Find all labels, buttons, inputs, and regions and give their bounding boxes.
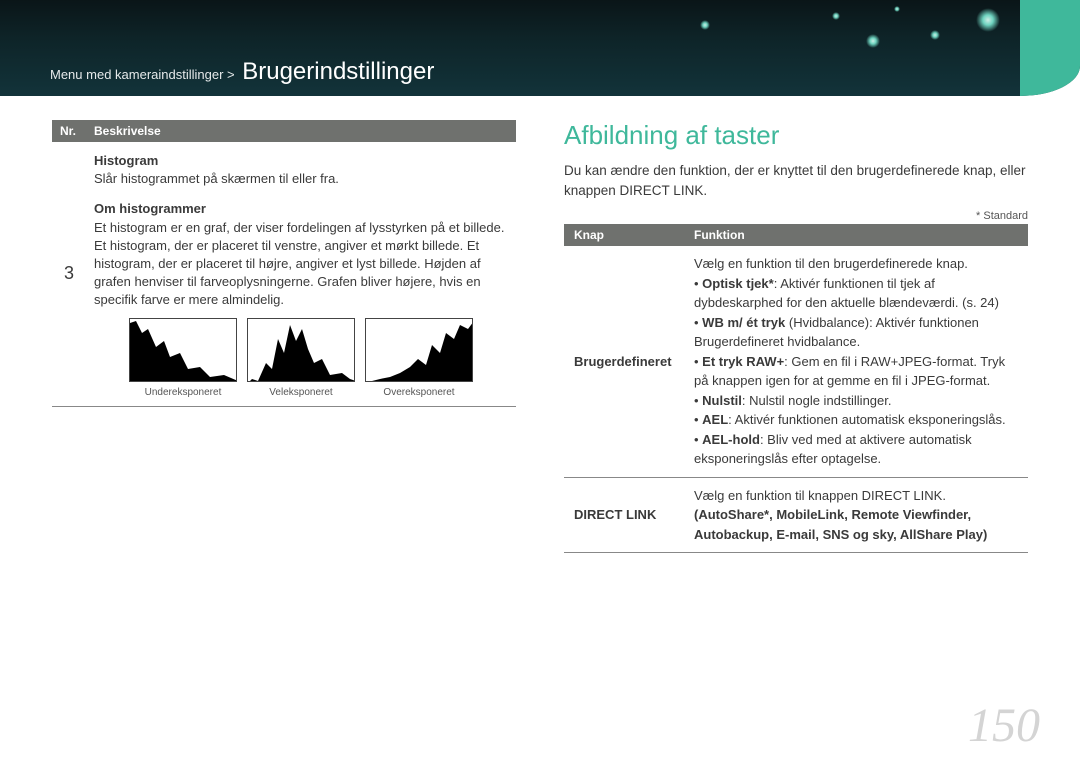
funktion-bold-line: Autobackup, E-mail, SNS og sky, AllShare… — [694, 525, 1018, 545]
histogram-path — [248, 325, 355, 382]
sparkle-icon — [866, 34, 880, 48]
list-item: WB m/ ét tryk (Hvidbalance): Aktivér fun… — [694, 313, 1018, 352]
histogram-under: Undereksponeret — [129, 318, 237, 400]
list-item: Et tryk RAW+: Gem en fil i RAW+JPEG-form… — [694, 352, 1018, 391]
histogram-heading: Histogram — [94, 152, 508, 170]
th-funktion: Funktion — [684, 224, 1028, 246]
table-row: DIRECT LINK Vælg en funktion til knappen … — [564, 477, 1028, 553]
histogram-well: Veleksponeret — [247, 318, 355, 400]
funktion-bold-line: (AutoShare*, MobileLink, Remote Viewfind… — [694, 505, 1018, 525]
knap-cell: DIRECT LINK — [564, 477, 684, 553]
sparkle-icon — [832, 12, 840, 20]
th-knap: Knap — [564, 224, 684, 246]
table-row: 3 Histogram Slår histogrammet på skærmen… — [52, 142, 516, 406]
about-histograms-heading: Om histogrammer — [94, 200, 508, 218]
histogram-label: Veleksponeret — [247, 386, 355, 400]
table-row: Brugerdefineret Vælg en funktion til den … — [564, 246, 1028, 477]
list-item: AEL-hold: Bliv ved med at aktivere autom… — [694, 430, 1018, 469]
histogram-desc: Slår histogrammet på skærmen til eller f… — [94, 171, 339, 186]
funktion-lead: Vælg en funktion til knappen DIRECT LINK… — [694, 486, 1018, 506]
sparkle-icon — [700, 20, 710, 30]
row-body: Histogram Slår histogrammet på skærmen t… — [86, 142, 516, 406]
funktion-cell: Vælg en funktion til knappen DIRECT LINK… — [684, 477, 1028, 553]
th-desc: Beskrivelse — [86, 120, 516, 142]
funktion-list: Optisk tjek*: Aktivér funktionen til tje… — [694, 274, 1018, 469]
page-title: Brugerindstillinger — [242, 58, 434, 85]
right-column: Afbildning af taster Du kan ændre den fu… — [564, 120, 1028, 553]
keymap-table: Knap Funktion Brugerdefineret Vælg en fun… — [564, 224, 1028, 553]
th-nr: Nr. — [52, 120, 86, 142]
histogram-path — [366, 321, 473, 382]
sparkle-icon — [976, 8, 1000, 32]
histogram-label: Undereksponeret — [129, 386, 237, 400]
about-histograms-body: Et histogram er en graf, der viser forde… — [94, 220, 504, 308]
knap-cell: Brugerdefineret — [564, 246, 684, 477]
section-title: Afbildning af taster — [564, 120, 1028, 151]
breadcrumb: Menu med kameraindstillinger > Brugerind… — [50, 58, 434, 86]
list-item: Nulstil: Nulstil nogle indstillinger. — [694, 391, 1018, 411]
left-column: Nr. Beskrivelse 3 Histogram Slår histogr… — [52, 120, 516, 553]
section-intro: Du kan ændre den funktion, der er knytte… — [564, 161, 1028, 200]
sparkle-icon — [894, 6, 900, 12]
header-band: Menu med kameraindstillinger > Brugerind… — [0, 0, 1080, 96]
breadcrumb-prefix: Menu med kameraindstillinger > — [50, 67, 238, 82]
standard-note: * Standard — [564, 210, 1028, 222]
list-item: AEL: Aktivér funktionen automatisk ekspo… — [694, 410, 1018, 430]
funktion-lead: Vælg en funktion til den brugerdefinered… — [694, 254, 1018, 274]
accent-corner — [1020, 0, 1080, 96]
histogram-label: Overeksponeret — [365, 386, 473, 400]
sparkle-icon — [930, 30, 940, 40]
list-item: Optisk tjek*: Aktivér funktionen til tje… — [694, 274, 1018, 313]
funktion-cell: Vælg en funktion til den brugerdefinered… — [684, 246, 1028, 477]
histogram-path — [130, 321, 237, 382]
description-table: Nr. Beskrivelse 3 Histogram Slår histogr… — [52, 120, 516, 407]
histogram-row: Undereksponeret Veleksponeret Overekspon… — [94, 318, 508, 400]
row-number: 3 — [52, 142, 86, 406]
histogram-over: Overeksponeret — [365, 318, 473, 400]
page-number: 150 — [968, 698, 1040, 753]
